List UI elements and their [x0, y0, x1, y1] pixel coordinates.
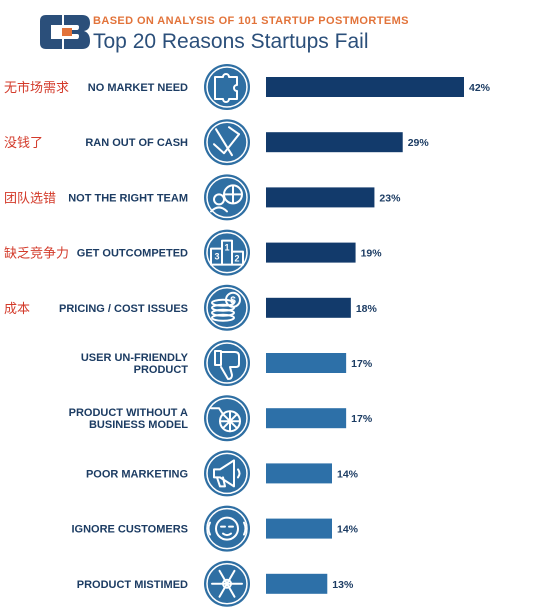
- header: BASED ON ANALYSIS OF 101 STARTUP POSTMOR…: [0, 0, 540, 60]
- bar-row: 缺乏竞争力 GET OUTCOMPETED 13 2 19%: [4, 229, 383, 276]
- category-label: BUSINESS MODEL: [89, 419, 188, 431]
- megaphone-icon: [204, 450, 250, 497]
- value-label: 14%: [337, 524, 359, 536]
- puzzle-icon: [204, 64, 250, 110]
- value-label: 17%: [351, 358, 373, 370]
- podium-icon: 13 2: [204, 229, 250, 276]
- team-globe-icon: [204, 174, 250, 221]
- category-label: NO MARKET NEED: [88, 82, 188, 94]
- cb-insights-logo: [40, 15, 90, 49]
- svg-text:3: 3: [214, 252, 219, 262]
- bar: [266, 77, 464, 97]
- category-label: GET OUTCOMPETED: [77, 248, 188, 260]
- category-label: USER UN-FRIENDLY: [81, 352, 189, 364]
- category-label: PRICING / COST ISSUES: [59, 303, 188, 315]
- chart-title: Top 20 Reasons Startups Fail: [93, 30, 369, 53]
- coins-icon: $: [204, 284, 250, 331]
- bar: [266, 132, 403, 153]
- monkey-covering-ears-icon: [204, 505, 250, 552]
- annotation-label: 团队选错: [4, 191, 56, 206]
- svg-text:1: 1: [224, 243, 229, 253]
- wheel-cart-icon: [204, 395, 250, 442]
- bar-row: POOR MARKETING 14%: [86, 450, 359, 497]
- bar: [266, 242, 356, 263]
- bar-row: 无市场需求 NO MARKET NEED 42%: [4, 64, 491, 110]
- annotation-label: 缺乏竞争力: [4, 246, 69, 262]
- svg-text:$: $: [230, 295, 236, 306]
- value-label: 17%: [351, 413, 373, 425]
- svg-text:2: 2: [234, 254, 239, 264]
- thumbs-down-icon: [204, 340, 250, 386]
- value-label: 18%: [356, 303, 378, 315]
- value-label: 42%: [469, 82, 491, 94]
- value-label: 19%: [361, 248, 383, 260]
- chart-subtitle: BASED ON ANALYSIS OF 101 STARTUP POSTMOR…: [93, 15, 409, 27]
- bar: [266, 573, 328, 594]
- annotation-label: 成本: [4, 302, 30, 317]
- bar: [266, 518, 332, 539]
- value-label: 29%: [408, 137, 430, 149]
- category-label: NOT THE RIGHT TEAM: [68, 192, 188, 204]
- bar: [266, 297, 351, 318]
- annotation-label: 没钱了: [4, 136, 43, 151]
- bar-row: 团队选错 NOT THE RIGHT TEAM 23%: [4, 174, 401, 221]
- value-label: 23%: [379, 192, 401, 204]
- bar: [266, 463, 332, 484]
- bar: [266, 353, 347, 373]
- value-label: 14%: [337, 468, 359, 480]
- snowflake-icon: [204, 560, 250, 607]
- bar-row: 没钱了 RAN OUT OF CASH 29%: [4, 119, 430, 166]
- bar-row: 成本 PRICING / COST ISSUES $18%: [4, 284, 378, 331]
- category-label: IGNORE CUSTOMERS: [71, 524, 188, 536]
- category-label: PRODUCT: [134, 364, 189, 376]
- empty-wallet-icon: [204, 119, 250, 166]
- bar-row: PRODUCT MISTIMED 13%: [77, 560, 354, 607]
- annotation-label: 无市场需求: [4, 80, 69, 96]
- value-label: 13%: [332, 579, 354, 591]
- bar: [266, 187, 375, 208]
- bar: [266, 408, 347, 429]
- category-label: POOR MARKETING: [86, 468, 188, 480]
- category-label: PRODUCT WITHOUT A: [69, 407, 188, 419]
- category-label: RAN OUT OF CASH: [85, 137, 188, 149]
- bar-row: IGNORE CUSTOMERS 14%: [71, 505, 359, 552]
- category-label: PRODUCT MISTIMED: [77, 579, 188, 591]
